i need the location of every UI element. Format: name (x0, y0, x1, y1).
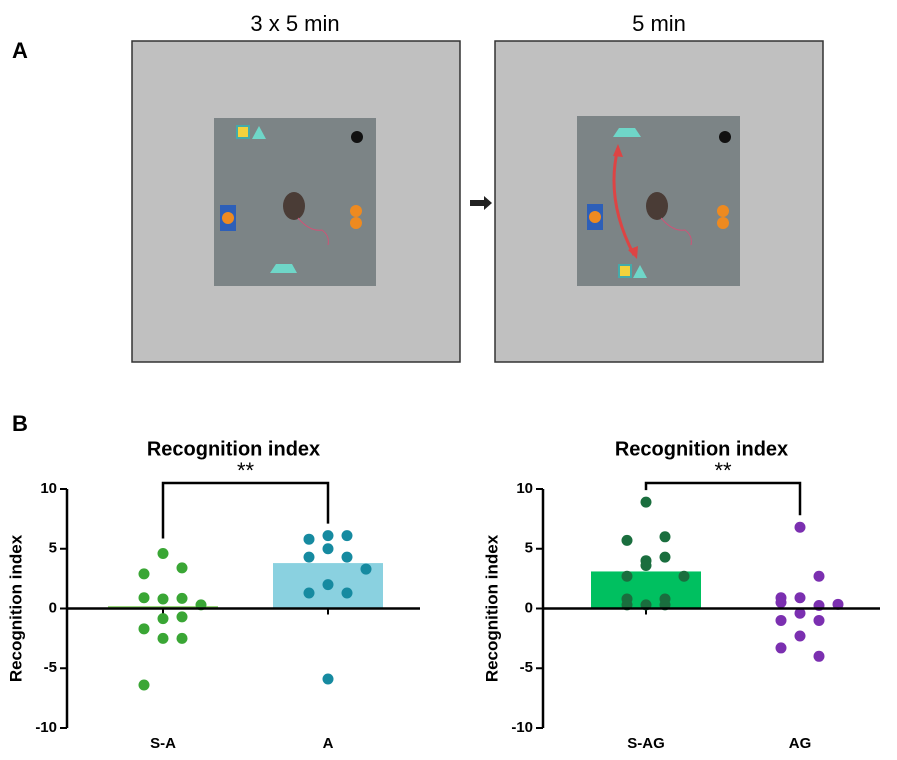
data-point (322, 543, 334, 555)
data-point (775, 642, 787, 654)
y-tick-label: -10 (35, 719, 57, 736)
data-point (341, 530, 353, 542)
data-point (157, 632, 169, 644)
arena-training (131, 40, 461, 363)
y-tick-label: -10 (511, 719, 533, 736)
significance-label: ** (714, 458, 732, 483)
data-point (659, 551, 671, 563)
significance-bracket (644, 481, 802, 516)
data-point (138, 568, 150, 580)
arena-test (494, 40, 824, 363)
data-point (775, 597, 787, 609)
data-point (157, 613, 169, 625)
data-point (794, 521, 806, 533)
y-tick-label: 0 (49, 599, 57, 616)
y-axis-label: Recognition index (482, 534, 501, 682)
data-point (157, 593, 169, 605)
y-tick-label: -5 (44, 659, 57, 676)
significance-bracket (161, 481, 330, 539)
data-point (813, 650, 825, 662)
data-point (813, 614, 825, 626)
y-tick-label: 5 (525, 540, 533, 557)
data-point (176, 592, 188, 604)
y-tick-label: 5 (49, 540, 57, 557)
panel-label: B (12, 411, 28, 436)
x-tick-label: AG (789, 735, 812, 752)
data-point (640, 496, 652, 508)
data-point (303, 551, 315, 563)
data-point (138, 623, 150, 635)
data-point (176, 632, 188, 644)
y-tick-label: -5 (520, 659, 533, 676)
x-tick-label: S-A (150, 735, 176, 752)
chart-title: Recognition index (615, 438, 788, 460)
data-point (176, 562, 188, 574)
data-point (621, 570, 633, 582)
data-point (813, 570, 825, 582)
data-point (360, 563, 372, 575)
data-point (794, 607, 806, 619)
data-point (303, 533, 315, 545)
chart-title: Recognition index (147, 438, 320, 460)
arena-title: 3 x 5 min (250, 11, 339, 36)
y-tick-label: 10 (516, 480, 533, 497)
arrow (470, 196, 492, 210)
y-tick-label: 10 (40, 480, 57, 497)
data-point (138, 592, 150, 604)
data-point (322, 530, 334, 542)
data-point (303, 587, 315, 599)
significance-label: ** (237, 458, 255, 483)
data-point (322, 579, 334, 591)
panel-label: A (12, 38, 28, 63)
data-point (775, 614, 787, 626)
data-point (794, 592, 806, 604)
y-tick-label: 0 (525, 599, 533, 616)
data-point (794, 630, 806, 642)
data-point (157, 548, 169, 560)
data-point (176, 611, 188, 623)
x-tick-label: A (323, 735, 334, 752)
data-point (621, 534, 633, 546)
data-point (341, 587, 353, 599)
data-point (341, 551, 353, 563)
x-tick-label: S-AG (627, 735, 665, 752)
data-point (322, 673, 334, 685)
data-point (659, 531, 671, 543)
data-point (640, 559, 652, 571)
data-point (678, 570, 690, 582)
data-point (832, 598, 844, 610)
y-axis-label: Recognition index (6, 534, 25, 682)
arena-title: 5 min (632, 11, 686, 36)
data-point (138, 679, 150, 691)
